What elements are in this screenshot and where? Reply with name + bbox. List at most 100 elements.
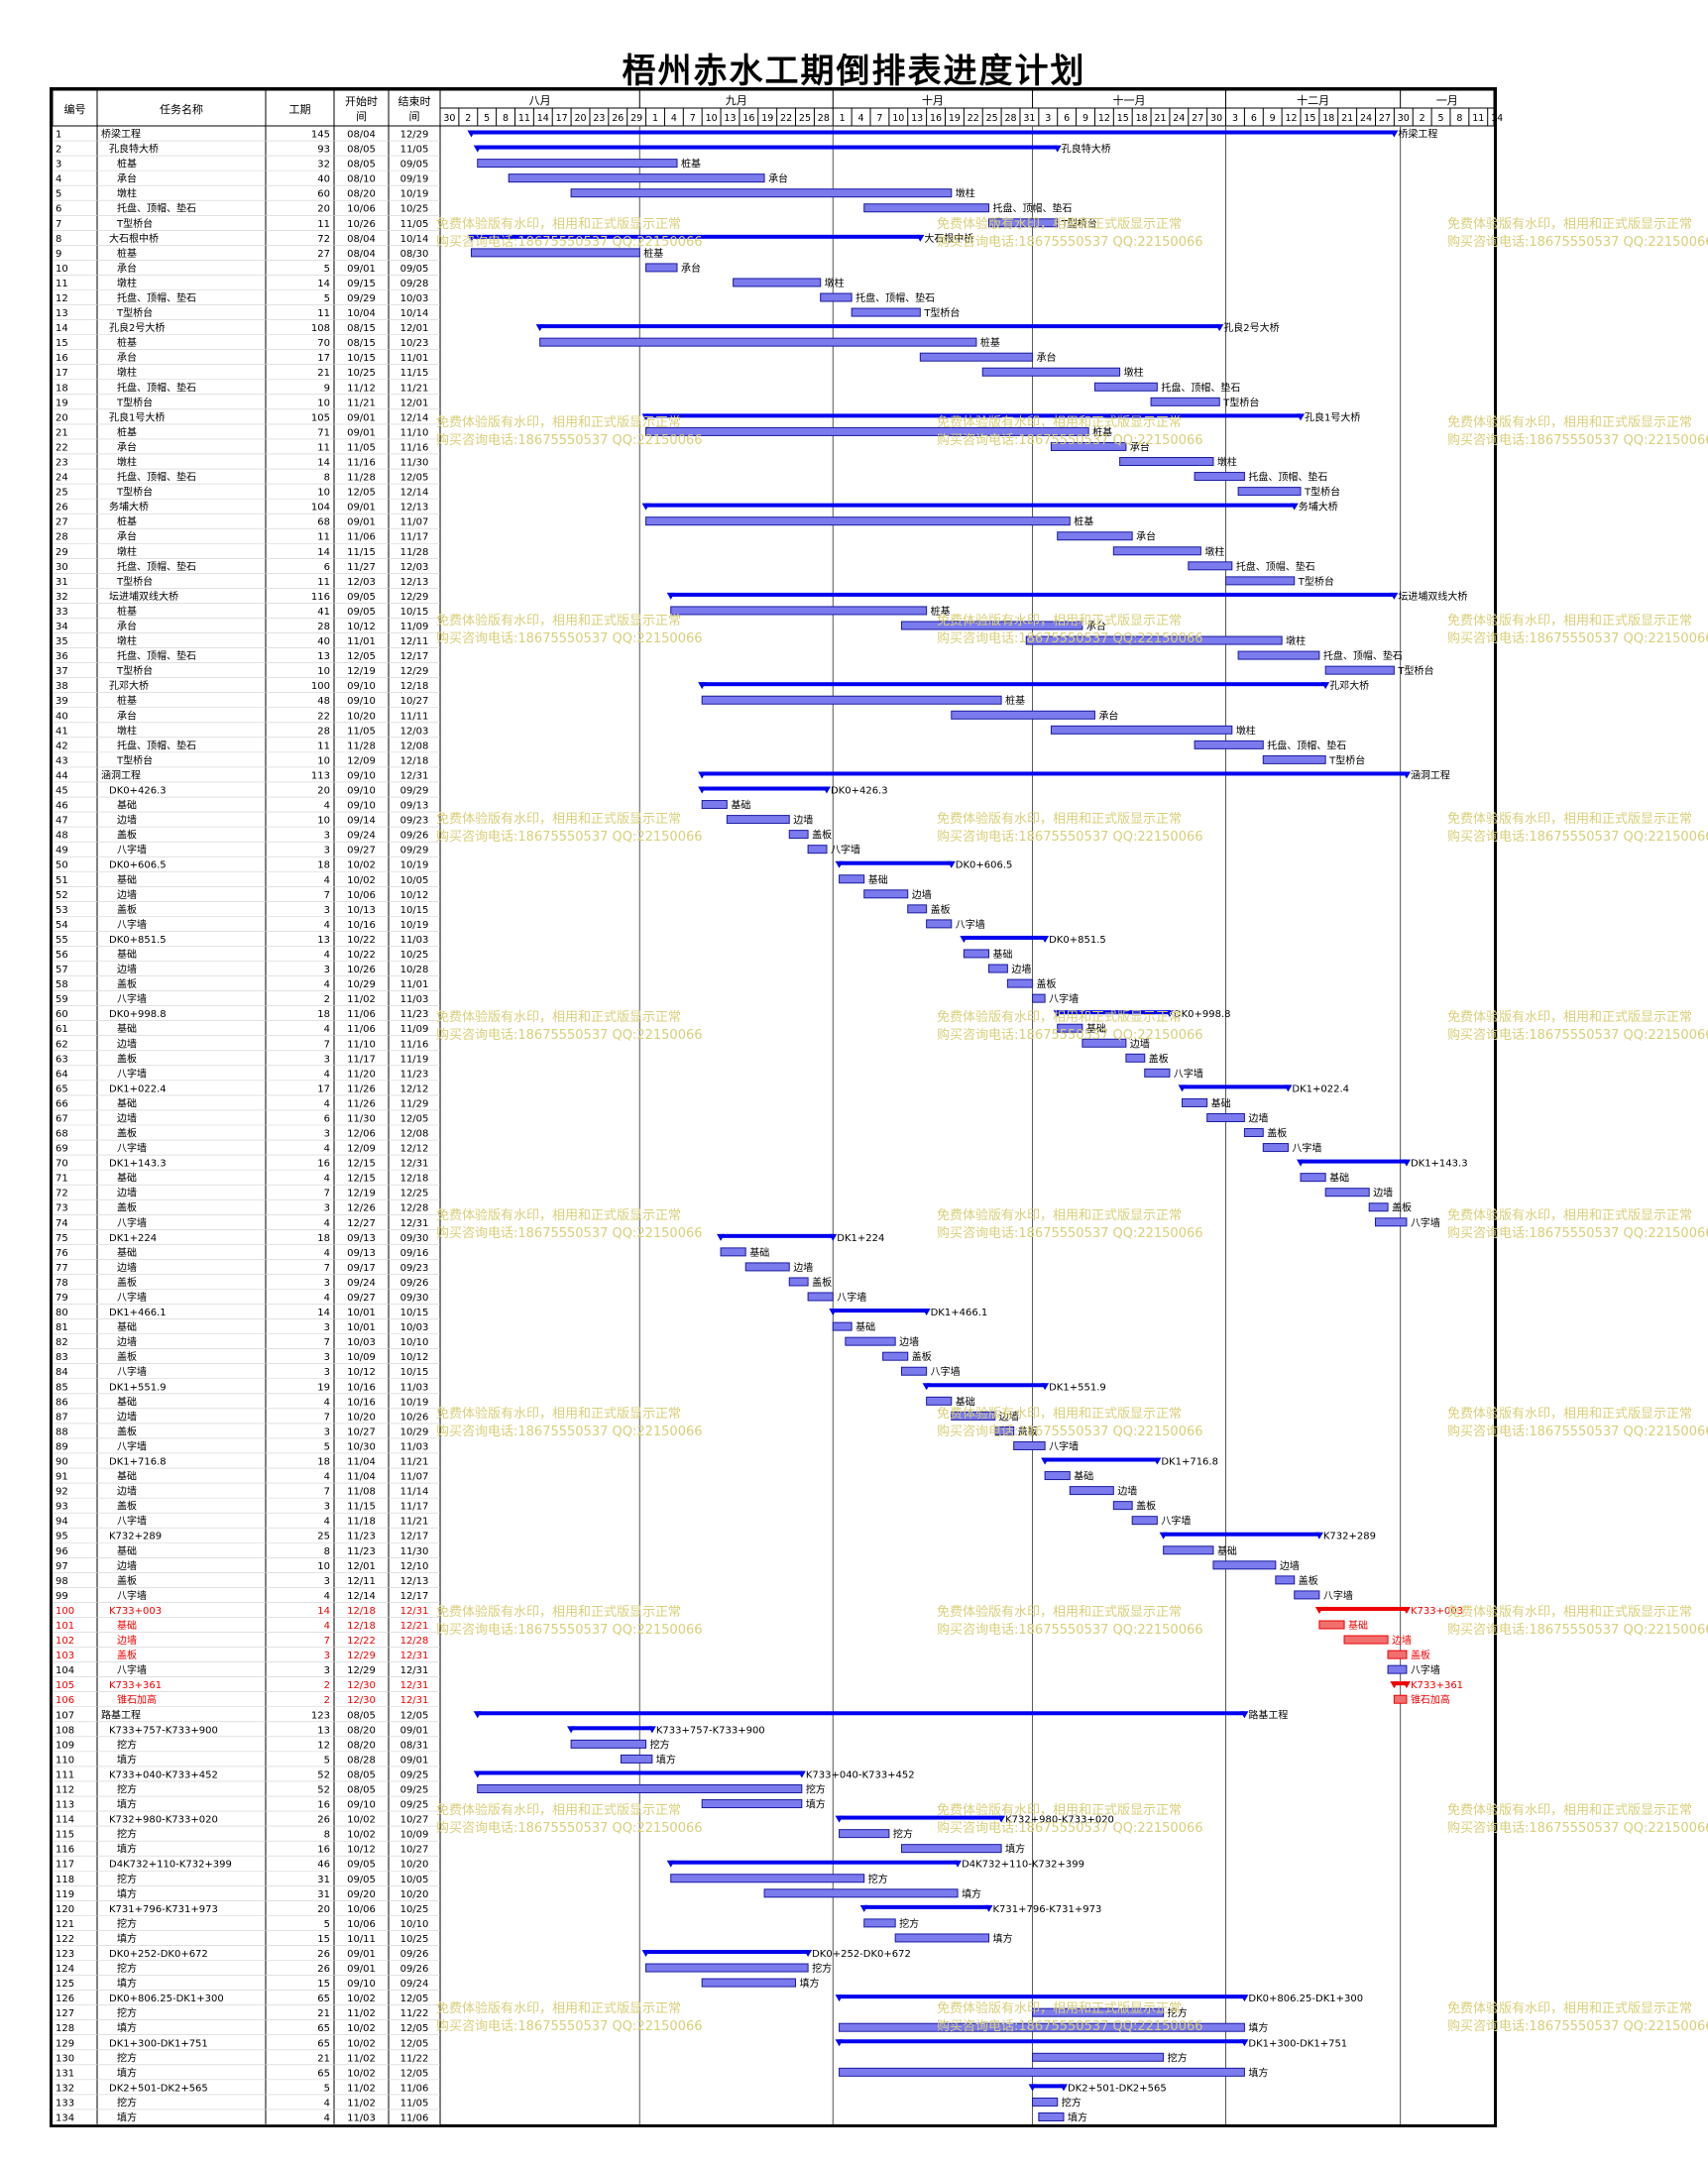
bar-label: 填方 bbox=[993, 1932, 1013, 1945]
summary-bar bbox=[477, 145, 1058, 150]
task-bar bbox=[1112, 546, 1201, 556]
summary-end-marker bbox=[997, 1815, 1006, 1823]
row-id: 18 bbox=[56, 383, 68, 394]
row-duration: 10 bbox=[317, 816, 330, 827]
summary-start-marker bbox=[717, 1233, 726, 1241]
day-tick-label: 3 bbox=[1232, 113, 1238, 124]
row-end: 11/22 bbox=[400, 2053, 429, 2064]
row-task-name: 基础 bbox=[117, 1619, 137, 1632]
row-end: 11/21 bbox=[400, 1457, 429, 1468]
row-task-name: 八字墙 bbox=[117, 1291, 147, 1304]
row-end: 12/03 bbox=[400, 562, 429, 573]
row-duration: 40 bbox=[317, 636, 330, 647]
bar-label: 边墙 bbox=[1280, 1559, 1300, 1572]
task-bar bbox=[1262, 754, 1326, 764]
task-bar bbox=[701, 1799, 803, 1809]
row-id: 39 bbox=[56, 696, 68, 707]
summary-start-marker bbox=[473, 1711, 482, 1719]
row-start: 10/03 bbox=[347, 1337, 376, 1348]
row-task-name: T型桥台 bbox=[116, 664, 153, 677]
row-end: 12/12 bbox=[400, 1084, 429, 1094]
row-start: 10/15 bbox=[347, 353, 376, 364]
bar-label: T型桥台 bbox=[1304, 486, 1340, 499]
summary-end-marker bbox=[822, 786, 831, 794]
row-duration: 7 bbox=[324, 890, 330, 901]
row-id: 65 bbox=[56, 1084, 68, 1094]
row-end: 10/10 bbox=[400, 1337, 429, 1348]
row-task-name: 八字墙 bbox=[117, 918, 147, 931]
task-bar bbox=[839, 2022, 1245, 2032]
row-duration: 10 bbox=[317, 755, 330, 766]
watermark-line1: 免费体验版有水印，相用和正式版显示正常 bbox=[1447, 613, 1692, 628]
row-start: 12/05 bbox=[347, 651, 376, 662]
row-start: 10/04 bbox=[347, 308, 376, 319]
row-start: 10/02 bbox=[347, 1830, 376, 1841]
watermark-line2: 购买咨询电话:18675550537 QQ:22150066 bbox=[1447, 829, 1708, 845]
watermark-line1: 免费体验版有水印，相用和正式版显示正常 bbox=[937, 1207, 1182, 1223]
watermark-line2: 购买咨询电话:18675550537 QQ:22150066 bbox=[937, 1027, 1203, 1043]
row-duration: 28 bbox=[317, 622, 330, 632]
day-tick-label: 12 bbox=[1286, 113, 1298, 124]
bar-label: 八字墙 bbox=[1174, 1067, 1203, 1080]
row-start: 11/06 bbox=[347, 532, 376, 543]
task-bar bbox=[900, 1844, 1002, 1854]
row-id: 30 bbox=[56, 562, 68, 573]
row-end: 09/30 bbox=[400, 1293, 429, 1304]
bar-label: 八字墙 bbox=[831, 844, 860, 856]
row-task-name: 桥梁工程 bbox=[101, 128, 141, 141]
watermark-line1: 免费体验版有水印，相用和正式版显示正常 bbox=[436, 1802, 681, 1818]
row-end: 12/31 bbox=[400, 1651, 429, 1661]
row-end: 10/26 bbox=[400, 1412, 429, 1423]
row-duration: 3 bbox=[324, 1129, 330, 1140]
row-start: 10/06 bbox=[347, 204, 376, 215]
bar-label: 挖方 bbox=[868, 1873, 888, 1885]
row-start: 10/26 bbox=[347, 965, 376, 975]
row-end: 12/13 bbox=[400, 503, 429, 513]
row-start: 11/04 bbox=[347, 1457, 376, 1468]
row-end: 10/19 bbox=[400, 189, 429, 200]
bar-label: 基础 bbox=[993, 948, 1013, 961]
bar-label: 路基工程 bbox=[1248, 1708, 1288, 1721]
row-duration: 14 bbox=[317, 458, 330, 469]
row-start: 12/29 bbox=[347, 1651, 376, 1661]
bar-label: 承台 bbox=[1130, 440, 1150, 453]
row-end: 12/31 bbox=[400, 770, 429, 781]
row-duration: 10 bbox=[317, 1561, 330, 1572]
row-duration: 3 bbox=[324, 831, 330, 842]
row-start: 08/15 bbox=[347, 338, 376, 349]
bar-label: 盖板 bbox=[1411, 1649, 1430, 1661]
bar-label: K732+980-K733+020 bbox=[1005, 1815, 1114, 1826]
day-tick-label: 10 bbox=[892, 113, 904, 124]
bar-label: 挖方 bbox=[893, 1828, 913, 1841]
row-start: 12/26 bbox=[347, 1203, 376, 1214]
row-id: 26 bbox=[56, 503, 68, 513]
row-end: 12/05 bbox=[400, 1710, 429, 1721]
bar-label: 边墙 bbox=[1011, 963, 1031, 975]
bar-label: 孔良2号大桥 bbox=[1223, 321, 1279, 334]
row-id: 115 bbox=[56, 1830, 74, 1841]
bar-label: K733+757-K733+900 bbox=[656, 1725, 765, 1736]
row-task-name: DK1+224 bbox=[109, 1233, 157, 1244]
row-end: 12/31 bbox=[400, 1695, 429, 1706]
row-task-name: 八字墙 bbox=[117, 1663, 147, 1676]
task-bar bbox=[1038, 2111, 1065, 2121]
row-task-name: 边墙 bbox=[117, 814, 137, 827]
row-task-name: 墩柱 bbox=[117, 366, 137, 379]
row-task-name: 八字墙 bbox=[117, 1515, 147, 1528]
row-end: 09/16 bbox=[400, 1248, 429, 1259]
row-duration: 4 bbox=[324, 1591, 330, 1602]
task-bar bbox=[670, 1874, 865, 1883]
row-id: 76 bbox=[56, 1248, 68, 1259]
row-duration: 4 bbox=[324, 950, 330, 961]
watermark-line2: 购买咨询电话:18675550537 QQ:22150066 bbox=[1447, 2018, 1708, 2034]
row-end: 10/12 bbox=[400, 890, 429, 901]
row-start: 11/28 bbox=[347, 741, 376, 751]
row-task-name: 桩基 bbox=[117, 694, 137, 707]
row-end: 12/28 bbox=[400, 1636, 429, 1647]
watermark-line1: 免费体验版有水印，相用和正式版显示正常 bbox=[937, 216, 1182, 232]
row-end: 12/05 bbox=[400, 1994, 429, 2004]
row-start: 09/20 bbox=[347, 1889, 376, 1900]
row-id: 108 bbox=[56, 1725, 74, 1736]
row-id: 93 bbox=[56, 1502, 68, 1513]
row-end: 10/15 bbox=[400, 905, 429, 916]
